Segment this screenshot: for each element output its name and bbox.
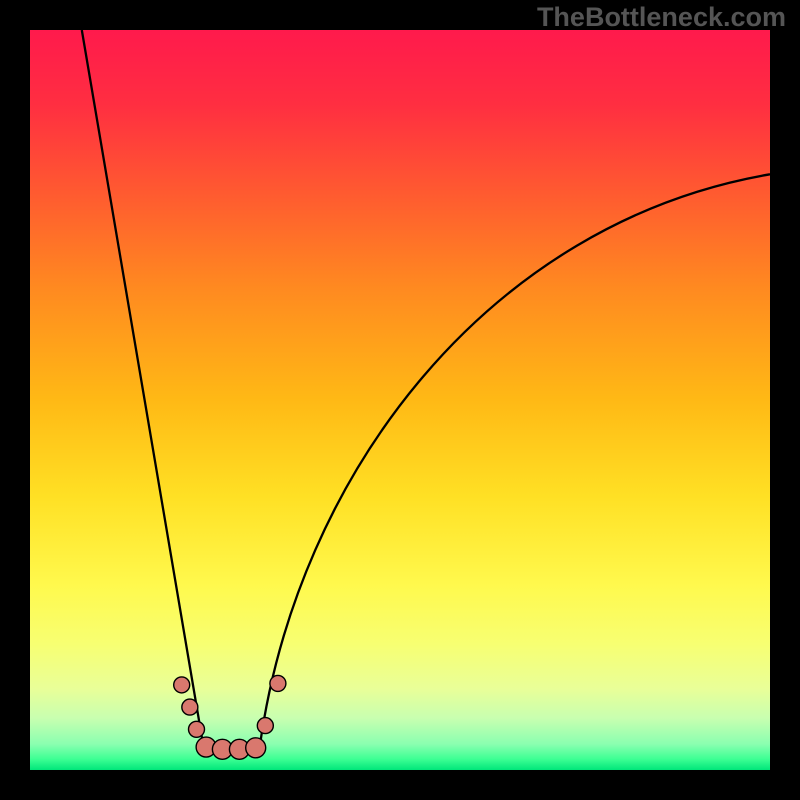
bottleneck-curve	[82, 30, 770, 749]
data-marker	[246, 738, 266, 758]
data-marker	[270, 675, 286, 691]
data-marker	[174, 677, 190, 693]
curve-overlay	[30, 30, 770, 770]
plot-area	[30, 30, 770, 770]
watermark-text: TheBottleneck.com	[537, 2, 786, 33]
chart-root: TheBottleneck.com	[0, 0, 800, 800]
data-marker	[257, 718, 273, 734]
data-marker	[189, 721, 205, 737]
data-marker	[182, 699, 198, 715]
